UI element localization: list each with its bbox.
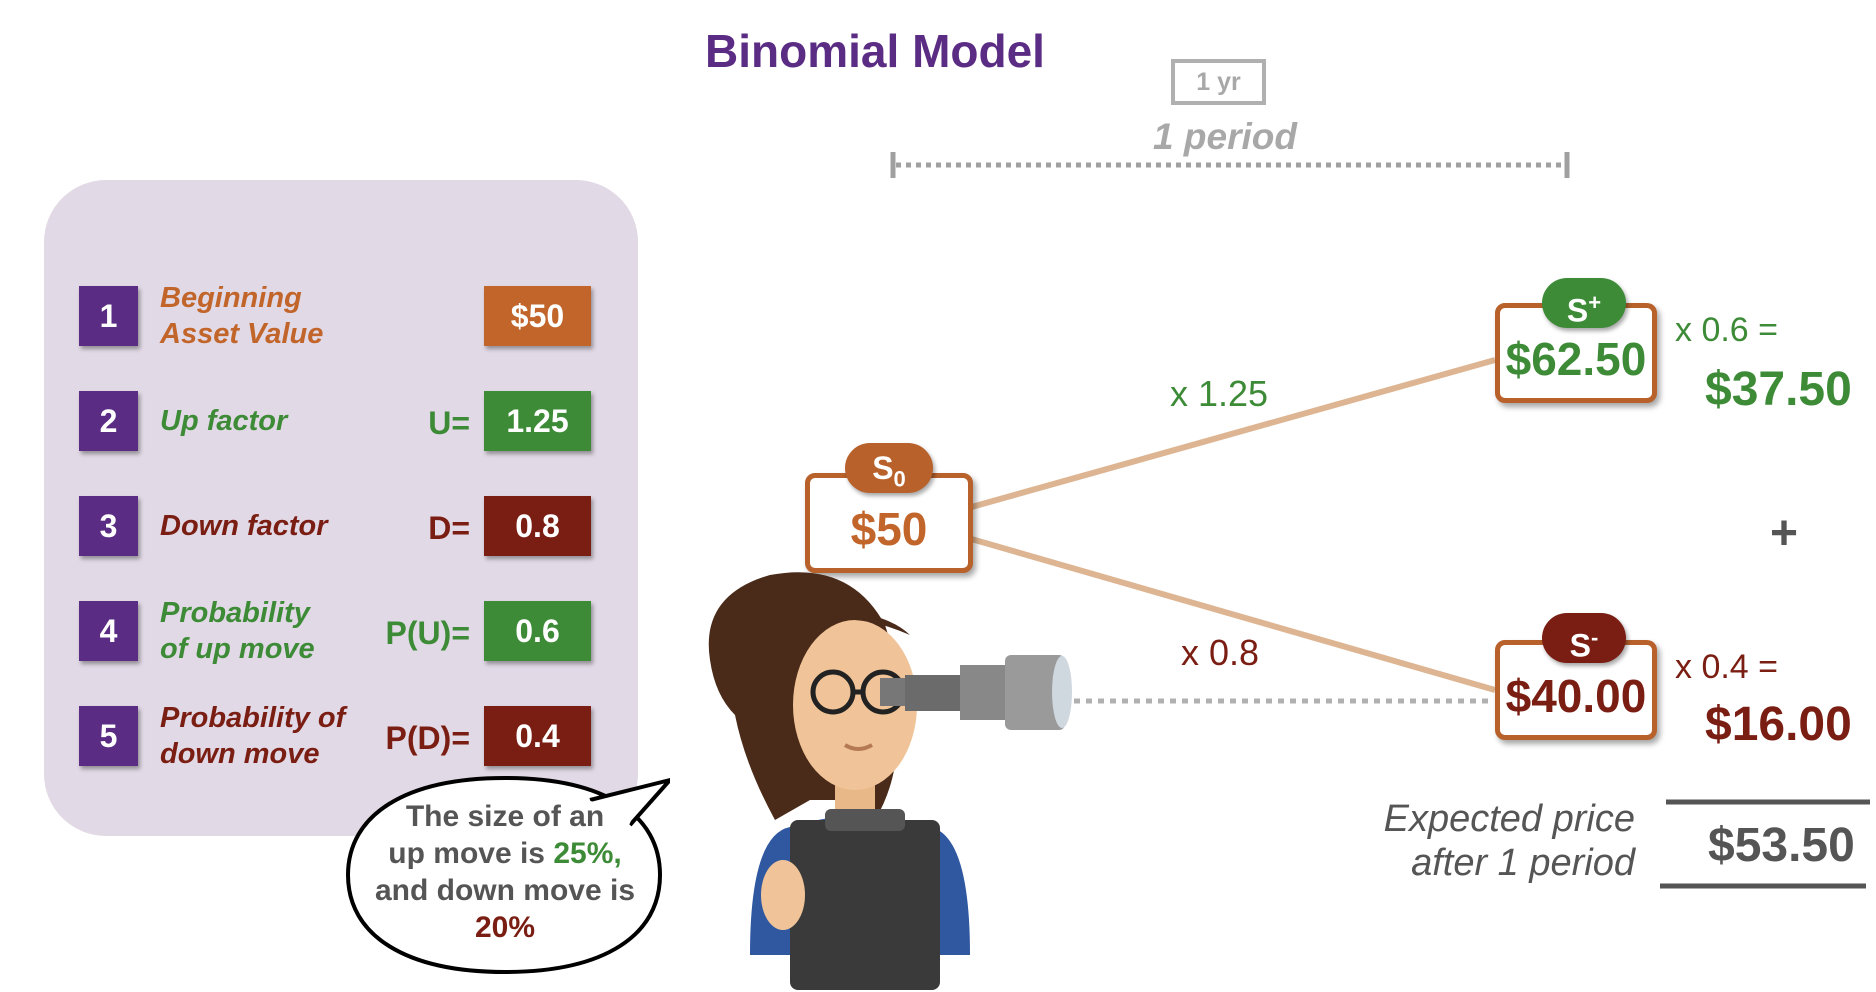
expected-price-value: $53.50: [1708, 819, 1855, 872]
timeline-bracket: [890, 152, 1570, 178]
down-factor-box: 0.8: [484, 496, 591, 556]
down-prob-mult: x 0.4 =: [1675, 648, 1779, 686]
page-title: Binomial Model: [705, 25, 1045, 77]
input-label-down-factor: Down factor: [160, 510, 328, 542]
up-branch: [967, 357, 1496, 511]
speech-bubble: [345, 775, 670, 975]
up-factor-box: 1.25: [484, 391, 591, 451]
up-prob-mult: x 0.6 =: [1675, 311, 1779, 349]
up-tag: S+: [1542, 278, 1626, 329]
expected-price-label: Expected price after 1 period: [1383, 798, 1635, 884]
down-tag: S-: [1542, 613, 1626, 664]
down-weighted-value: $16.00: [1705, 698, 1852, 751]
up-value: $62.50: [1505, 333, 1647, 385]
beginning-value-box: $50: [484, 286, 591, 346]
prob-up-symbol: P(U)=: [385, 615, 470, 651]
prob-down-symbol: P(D)=: [385, 720, 470, 756]
up-factor-symbol: U=: [428, 405, 470, 441]
time-box: 1 yr: [1171, 59, 1266, 105]
up-factor-label: x 1.25: [1170, 373, 1269, 414]
root-value: $50: [850, 503, 928, 555]
analyst-illustration: [708, 572, 1072, 990]
input-label-up-factor: Up factor: [160, 405, 288, 437]
up-weighted-value: $37.50: [1705, 363, 1852, 416]
row-number: 3: [79, 496, 138, 556]
row-number: 5: [79, 706, 138, 766]
row-number: 1: [79, 286, 138, 346]
down-factor-label: x 0.8: [1181, 632, 1260, 673]
down-factor-symbol: D=: [428, 510, 470, 546]
period-label: 1 period: [1153, 116, 1297, 157]
prob-up-box: 0.6: [484, 601, 591, 661]
input-label-prob-up: Probability of up move: [160, 597, 315, 665]
prob-down-box: 0.4: [484, 706, 591, 766]
face: [793, 620, 917, 790]
root-tag: S0: [845, 443, 933, 493]
telescope: [880, 655, 1072, 730]
row-number: 2: [79, 391, 138, 451]
down-value: $40.00: [1505, 670, 1647, 722]
input-label-prob-down: Probability of down move: [160, 702, 346, 770]
down-branch: [967, 535, 1496, 693]
speech-text: The size of an up move is 25%, and down …: [374, 800, 636, 944]
clipboard: [790, 820, 940, 990]
row-number: 4: [79, 601, 138, 661]
input-label-beginning-value: Beginning Asset Value: [160, 282, 324, 350]
plus-sign: +: [1770, 507, 1799, 560]
